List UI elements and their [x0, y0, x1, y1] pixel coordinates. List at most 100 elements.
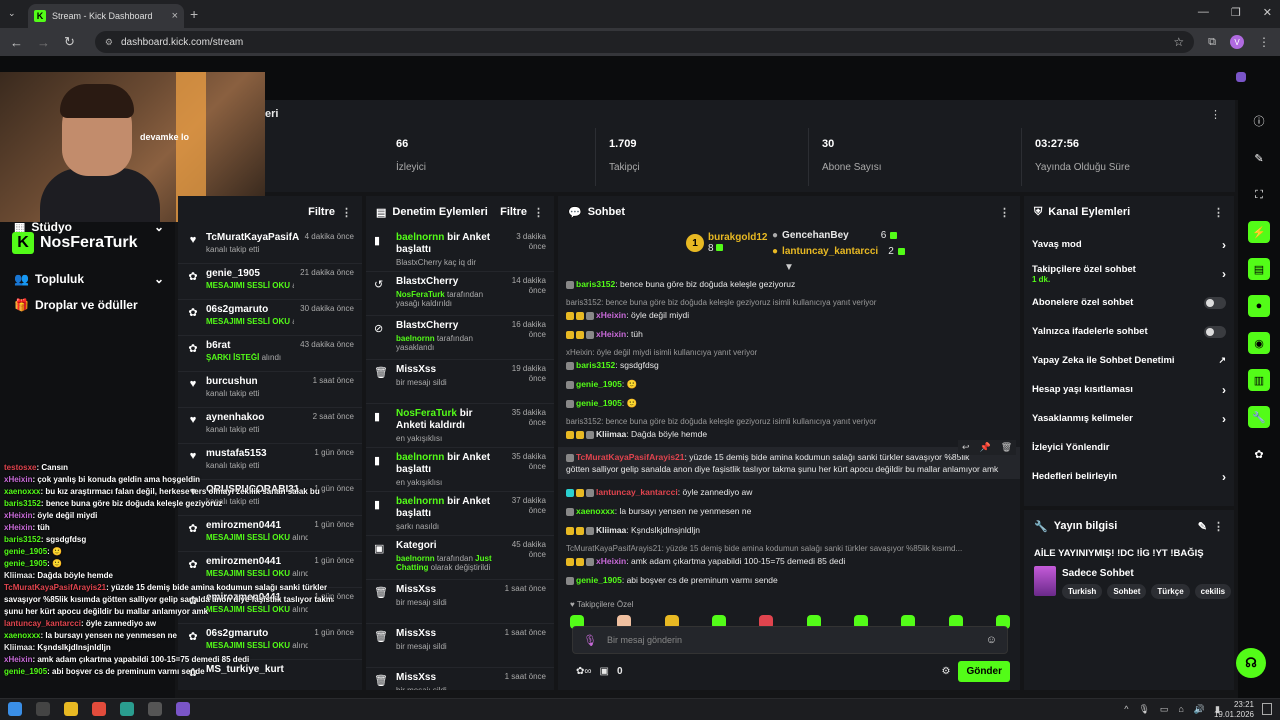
clock[interactable]: 23:21 19.01.2026	[1214, 700, 1254, 720]
edit-icon[interactable]: ✎	[1254, 152, 1264, 165]
chat-message[interactable]: baris3152: bence buna göre biz doğuda ke…	[566, 278, 1012, 290]
channel-action-item[interactable]: Hesap yaşı kısıtlaması ›	[1024, 375, 1234, 404]
reload-icon[interactable]: ↻	[64, 34, 75, 49]
emote-icon[interactable]	[759, 615, 774, 629]
mod-action-item[interactable]: ⊘ BlastxCherry baelnornn tarafından yasakl…	[366, 316, 554, 360]
nav-studio[interactable]: ▦ Stüdyo ⌄	[14, 220, 164, 234]
emote-icon[interactable]	[806, 615, 821, 629]
reply-icon[interactable]: ↩	[962, 442, 970, 452]
bookmark-star-icon[interactable]: ☆	[1173, 35, 1185, 49]
display-icon[interactable]: ▭	[1159, 704, 1169, 714]
emote-icon[interactable]	[617, 615, 632, 629]
emote-icon[interactable]	[853, 615, 868, 629]
emote-icon[interactable]	[901, 615, 916, 629]
chat-message[interactable]: Kliimaa: Dağda böyle hemde	[566, 428, 1012, 440]
feed-item[interactable]: ♥ mustafa5153 kanalı takip etti 1 gün önce	[178, 444, 362, 480]
feed-item[interactable]: ✿ 06s2gmaruto MESAJIMI SESLİ OKU alındı 30 …	[178, 300, 362, 336]
channel-action-item[interactable]: İzleyici Yönlendir	[1024, 433, 1234, 462]
extensions-icon[interactable]: ⧉	[1208, 35, 1216, 48]
tag[interactable]: Turkish	[1062, 584, 1103, 599]
mod-action-item[interactable]: ↺ BlastxCherry NosFeraTurk tarafından yasa…	[366, 272, 554, 316]
chat-message[interactable]: xHeixin: öyle değil miydi	[566, 309, 1012, 321]
chevron-up-icon[interactable]: ^	[1124, 704, 1129, 714]
channel-action-item[interactable]: Hedefleri belirleyin ›	[1024, 462, 1234, 491]
mod-action-item[interactable]: ▣ Kategori baelnornn tarafından Just Chatt…	[366, 536, 554, 580]
emote-icon[interactable]	[948, 615, 963, 629]
chat-input[interactable]: 🎙 Bir mesaj gönderin ☺	[572, 626, 1008, 654]
feed-menu-icon[interactable]: ⋮	[341, 206, 352, 219]
support-fab-icon[interactable]: ☊	[1236, 648, 1266, 678]
toggle-switch[interactable]	[1204, 325, 1226, 338]
tag[interactable]: Türkçe	[1151, 584, 1190, 599]
feed-item[interactable]: ♥ aynenhakoo kanalı takip etti 2 saat önce	[178, 408, 362, 444]
feed-item[interactable]: ✿ MS_turkiye_kurt	[178, 660, 362, 690]
browser-tab[interactable]: K Stream - Kick Dashboard ×	[28, 4, 184, 28]
layout-icon[interactable]: ▥	[1248, 369, 1270, 391]
chat-message[interactable]: genie_1905: abi boşver cs de preminum va…	[566, 574, 1012, 586]
channel-actions-menu-icon[interactable]: ⋮	[1213, 206, 1224, 219]
emote-icon[interactable]	[570, 615, 584, 629]
mod-filter-button[interactable]: Filtre	[500, 206, 527, 218]
discord-icon[interactable]	[176, 702, 190, 716]
mod-action-item[interactable]: ▮ NosFeraTurk bir Anketi kaldırdı en yakış…	[366, 404, 554, 448]
mod-action-item[interactable]: 🗑 MissXss bir mesajı sildi 1 saat önce	[366, 668, 554, 690]
fullscreen-icon[interactable]: ⛶	[1255, 188, 1263, 201]
pin-icon[interactable]: 📌	[979, 442, 991, 452]
volume-icon[interactable]: 🔊	[1193, 704, 1206, 714]
send-button[interactable]: Gönder	[958, 660, 1010, 682]
chat-message[interactable]: Kliimaa: Kşndslkjdlnsjnldljn	[566, 524, 1012, 536]
users-icon[interactable]: ✿	[1254, 448, 1264, 461]
feed-item[interactable]: ✿ emirozmen0441 MESAJIMI SESLİ OKU alındı 1…	[178, 516, 362, 552]
chrome-icon[interactable]	[92, 702, 106, 716]
mod-action-item[interactable]: ▮ baelnornn bir Anket başlattı BlastxCherr…	[366, 228, 554, 272]
emote-icon[interactable]	[664, 615, 679, 629]
address-bar[interactable]: ⚙ dashboard.kick.com/stream ☆	[94, 31, 1195, 53]
app-icon[interactable]	[120, 702, 134, 716]
feed-item[interactable]: ✿ b6rat ŞARKI İSTEĞİ alındı 43 dakika önce	[178, 336, 362, 372]
feed-item[interactable]: ♥ ORUSPUCORABI31 kanalı takip etti 1 gün ön…	[178, 480, 362, 516]
channel-action-item[interactable]: Takipçilere özel sohbet 1 dk. ›	[1024, 259, 1234, 288]
clipboard-icon[interactable]: ▤	[1248, 258, 1270, 280]
feed-item[interactable]: ✿ emirozmen0441 MESAJIMI SESLİ OKU alındı 1…	[178, 588, 362, 624]
chat-message[interactable]: xaenoxxx: la bursayı yensen ne yenmesen …	[566, 505, 1012, 517]
chat-message[interactable]: genie_1905: 🙂	[566, 378, 1012, 390]
search-icon[interactable]	[36, 702, 50, 716]
emote-icon[interactable]	[995, 615, 1010, 629]
back-icon[interactable]: ←	[10, 34, 23, 50]
info-icon[interactable]: ⓘ	[1253, 116, 1265, 128]
close-tab-icon[interactable]: ×	[171, 10, 178, 22]
feed-item[interactable]: ✿ 06s2gmaruto MESAJIMI SESLİ OKU alındı 1 g…	[178, 624, 362, 660]
edit-icon[interactable]: ✎	[1197, 520, 1207, 533]
maximize-icon[interactable]: ❐	[1230, 7, 1241, 19]
toggle-switch[interactable]	[1204, 296, 1226, 309]
notifications-icon[interactable]	[1236, 72, 1246, 82]
chat-message[interactable]: TcMuratKayaPasifArayis21: yüzde 15 demiş…	[558, 447, 1020, 479]
broadcast-icon[interactable]: ◉	[1248, 332, 1270, 354]
site-info-icon[interactable]: ⚙	[104, 36, 113, 47]
stats-menu-icon[interactable]: ⋮	[1210, 109, 1221, 121]
tab-search-icon[interactable]: ⌄	[8, 8, 16, 18]
feed-item[interactable]: ♥ TcMuratKayaPasifArayis21 kanalı takip et…	[178, 228, 362, 264]
channel-action-item[interactable]: Yapay Zeka ile Sohbet Denetimi ↗	[1024, 346, 1234, 375]
delete-icon[interactable]: 🗑	[1000, 442, 1013, 452]
profile-avatar[interactable]: V	[1230, 35, 1244, 49]
mic-icon[interactable]: 🎙	[583, 634, 597, 647]
mod-action-item[interactable]: 🗑 MissXss bir mesajı sildi 19 dakika önce	[366, 360, 554, 404]
nav-community[interactable]: 👥 Topluluk ⌄	[14, 272, 164, 286]
wrench-icon[interactable]: 🔧	[1248, 406, 1270, 428]
mod-action-item[interactable]: ▮ baelnornn bir Anket başlattı şarkı nasıl…	[366, 492, 554, 536]
mic-tray-icon[interactable]: 🎙	[1138, 704, 1150, 714]
mod-action-item[interactable]: 🗑 MissXss bir mesajı sildi 1 saat önce	[366, 580, 554, 624]
channel-action-item[interactable]: Abonelere özel sohbet	[1024, 288, 1234, 317]
chat-message[interactable]: xHeixin: amk adam çıkartma yapabildi 100…	[566, 555, 1012, 567]
tag[interactable]: Sohbet	[1107, 584, 1147, 599]
chat-bubble-icon[interactable]: ●	[1248, 295, 1270, 317]
feed-item[interactable]: ♥ burcushun kanalı takip etti 1 saat önce	[178, 372, 362, 408]
feed-item[interactable]: ✿ genie_1905 MESAJIMI SESLİ OKU alındı 21 d…	[178, 264, 362, 300]
close-window-icon[interactable]: ✕	[1262, 7, 1272, 19]
channel-action-item[interactable]: Yavaş mod ›	[1024, 230, 1234, 259]
nav-drops[interactable]: 🎁 Droplar ve ödüller	[14, 298, 138, 312]
new-tab-button[interactable]: +	[190, 6, 199, 22]
channel-action-item[interactable]: Yasaklanmış kelimeler ›	[1024, 404, 1234, 433]
mod-menu-icon[interactable]: ⋮	[533, 206, 544, 219]
